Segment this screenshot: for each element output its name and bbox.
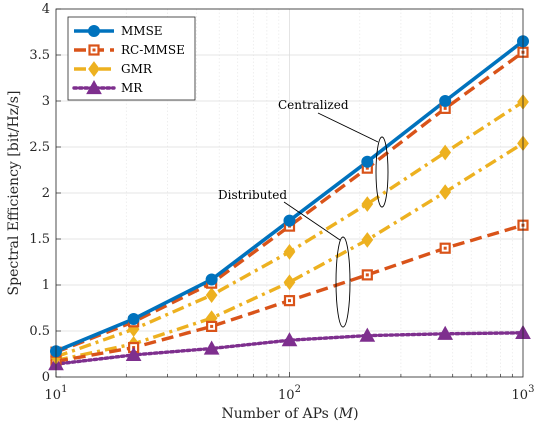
diamond-marker [439, 144, 452, 161]
diamond-marker [361, 196, 374, 212]
annotations: Centralized Distributed [218, 98, 389, 328]
legend-label: MMSE [121, 24, 163, 38]
square-marker-center [443, 246, 447, 250]
triangle-marker [437, 325, 454, 340]
y-tick-label: 2 [42, 186, 50, 201]
triangle-marker [125, 346, 142, 362]
y-tick-label: 1.5 [29, 232, 50, 247]
circle-marker [88, 25, 100, 37]
circle-marker [127, 313, 140, 326]
circle-marker [283, 214, 296, 227]
y-tick-label: 1 [42, 278, 50, 293]
distributed-annotation: Distributed [218, 188, 287, 202]
square-marker-center [92, 48, 96, 52]
y-tick-label: 3 [42, 94, 50, 109]
y-tick-label: 0 [42, 370, 50, 385]
circle-marker [205, 273, 218, 286]
diamond-marker [283, 274, 296, 291]
y-tick-label: 4 [42, 2, 50, 17]
circle-marker [361, 155, 374, 168]
triangle-marker [86, 79, 102, 95]
distributed-ellipse [335, 236, 351, 328]
triangle-marker [203, 340, 220, 355]
diamond-marker [283, 244, 296, 260]
diamond-marker [439, 184, 452, 200]
square-marker-center [210, 324, 214, 328]
y-tick-label: 2.5 [29, 140, 50, 155]
diamond-marker [88, 61, 100, 77]
x-tick-label: 102 [278, 384, 301, 403]
x-tick-label: 101 [45, 384, 68, 403]
square-marker-center [365, 166, 369, 170]
legend-label: MR [121, 81, 143, 95]
square-marker-center [288, 299, 291, 303]
y-tick-label: 3.5 [29, 48, 50, 63]
distributed-pointer [283, 201, 341, 241]
square-marker-center [443, 106, 447, 110]
y-axis-label: Spectral Efficiency [bit/Hz/s] [6, 91, 22, 296]
diamond-marker [361, 232, 374, 248]
diamond-marker [205, 287, 218, 303]
legend-label: GMR [121, 62, 153, 76]
circle-marker [439, 95, 452, 107]
square-marker-center [365, 273, 369, 277]
x-axis-label: Number of APs (M) [221, 406, 358, 422]
centralized-annotation: Centralized [278, 98, 349, 112]
triangle-marker [359, 327, 376, 342]
y-tick-label: 0.5 [29, 324, 50, 339]
ticks: 0 0.5 1 1.5 2 2.5 3 3.5 4 101 102 103 [29, 2, 534, 403]
centralized-pointer [317, 112, 379, 143]
x-tick-label: 103 [512, 384, 535, 403]
legend: MMSE RC-MMSE GMR MR [67, 16, 196, 101]
triangle-marker [281, 332, 298, 347]
centralized-ellipse [375, 136, 389, 208]
legend-label: RC-MMSE [121, 43, 185, 57]
